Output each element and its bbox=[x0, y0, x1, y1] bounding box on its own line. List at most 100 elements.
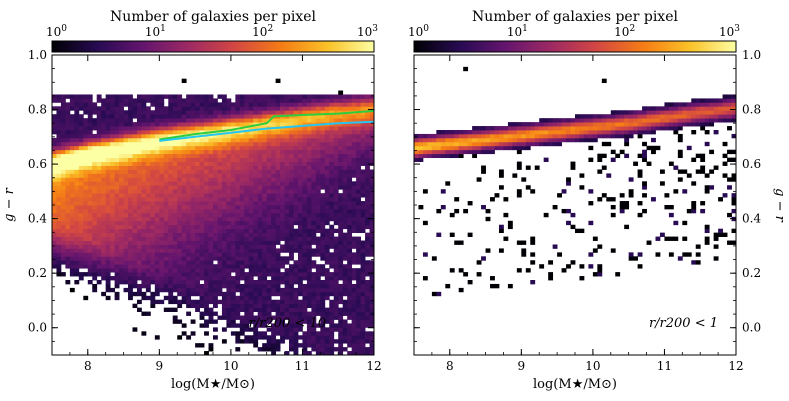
heatmap-cell bbox=[199, 145, 205, 151]
heatmap-cell bbox=[213, 232, 218, 237]
heatmap-cell bbox=[293, 193, 299, 198]
heatmap-cell bbox=[320, 161, 326, 166]
heatmap-cell bbox=[275, 157, 281, 162]
heatmap-cell bbox=[145, 311, 151, 316]
heatmap-cell bbox=[230, 122, 236, 127]
heatmap-cell bbox=[168, 173, 174, 178]
heatmap-cell bbox=[727, 110, 732, 115]
heatmap-cell bbox=[221, 165, 227, 170]
heatmap-cell bbox=[199, 173, 205, 178]
heatmap-cell bbox=[575, 122, 580, 127]
heatmap-cell bbox=[168, 232, 174, 237]
heatmap-cell bbox=[516, 126, 522, 131]
heatmap-cell bbox=[132, 212, 138, 218]
heatmap-cell bbox=[168, 153, 174, 159]
heatmap-cell bbox=[199, 98, 205, 103]
heatmap-cell bbox=[257, 291, 263, 297]
heatmap-cell bbox=[597, 114, 603, 119]
heatmap-cell bbox=[217, 165, 223, 170]
heatmap-cell bbox=[114, 130, 120, 135]
heatmap-cell bbox=[302, 248, 308, 253]
heatmap-cell bbox=[65, 141, 71, 147]
heatmap-cell bbox=[141, 272, 147, 277]
heatmap-cell bbox=[150, 220, 156, 226]
heatmap-cell bbox=[333, 323, 339, 328]
heatmap-cell bbox=[186, 276, 192, 281]
heatmap-cell bbox=[230, 161, 236, 166]
heatmap-cell bbox=[454, 130, 460, 135]
heatmap-cell bbox=[293, 94, 299, 99]
heatmap-cell bbox=[96, 189, 102, 194]
heatmap-cell bbox=[177, 220, 183, 226]
heatmap-cell bbox=[306, 130, 312, 135]
heatmap-cell bbox=[324, 110, 330, 115]
heatmap-cell bbox=[333, 157, 339, 162]
heatmap-cell bbox=[275, 224, 281, 230]
heatmap-cell bbox=[168, 268, 174, 273]
heatmap-cell bbox=[642, 110, 647, 115]
heatmap-cell bbox=[431, 141, 437, 147]
heatmap-cell bbox=[177, 283, 183, 289]
heatmap-cell bbox=[342, 264, 348, 269]
heatmap-cell bbox=[271, 177, 277, 182]
heatmap-cell bbox=[248, 114, 254, 119]
heatmap-cell bbox=[150, 118, 156, 123]
heatmap-cell bbox=[154, 268, 160, 273]
heatmap-cell bbox=[302, 185, 308, 190]
heatmap-cell bbox=[369, 232, 374, 237]
heatmap-cell bbox=[266, 272, 272, 277]
y-tick-label: 0.0 bbox=[28, 321, 47, 335]
heatmap-cell bbox=[56, 110, 62, 115]
heatmap-cell bbox=[262, 280, 268, 285]
heatmap-cell bbox=[244, 287, 250, 293]
heatmap-cell bbox=[217, 220, 223, 226]
heatmap-cell bbox=[239, 197, 245, 202]
heatmap-cell bbox=[365, 181, 370, 186]
heatmap-cell bbox=[114, 201, 120, 206]
heatmap-cell bbox=[646, 122, 652, 127]
heatmap-cell bbox=[150, 303, 156, 309]
heatmap-cell bbox=[110, 169, 116, 174]
heatmap-cell bbox=[186, 94, 192, 99]
heatmap-cell bbox=[342, 189, 348, 194]
heatmap-cell bbox=[342, 311, 348, 316]
heatmap-cell bbox=[128, 94, 133, 99]
heatmap-cell bbox=[186, 153, 192, 159]
heatmap-cell bbox=[356, 331, 361, 336]
heatmap-cell bbox=[83, 157, 89, 162]
heatmap-cell bbox=[338, 165, 344, 170]
heatmap-cell bbox=[284, 327, 290, 332]
heatmap-cell bbox=[154, 106, 160, 111]
heatmap-cell bbox=[266, 283, 272, 289]
heatmap-cell bbox=[141, 248, 147, 253]
heatmap-cell bbox=[329, 319, 335, 324]
heatmap-cell bbox=[691, 98, 697, 103]
heatmap-cell bbox=[347, 236, 353, 241]
heatmap-cell bbox=[548, 130, 554, 135]
heatmap-cell bbox=[673, 220, 679, 226]
heatmap-cell bbox=[244, 181, 250, 186]
heatmap-cell bbox=[691, 114, 697, 119]
heatmap-cell bbox=[65, 280, 71, 285]
heatmap-cell bbox=[52, 181, 57, 186]
heatmap-cell bbox=[458, 141, 464, 147]
heatmap-cell bbox=[320, 137, 326, 143]
heatmap-cell bbox=[476, 177, 482, 182]
heatmap-cell bbox=[128, 224, 133, 230]
heatmap-cell bbox=[123, 118, 129, 123]
heatmap-cell bbox=[356, 177, 361, 182]
heatmap-cell bbox=[280, 118, 285, 123]
heatmap-cell bbox=[539, 141, 545, 147]
heatmap-cell bbox=[329, 133, 335, 139]
heatmap-cell bbox=[114, 193, 120, 198]
heatmap-cell bbox=[172, 110, 178, 115]
heatmap-cell bbox=[204, 220, 209, 226]
heatmap-cell bbox=[342, 141, 348, 147]
heatmap-cell bbox=[311, 287, 317, 293]
heatmap-cell bbox=[297, 193, 303, 198]
heatmap-cell bbox=[123, 157, 129, 162]
heatmap-cell bbox=[150, 252, 156, 257]
heatmap-cell bbox=[704, 114, 710, 119]
heatmap-cell bbox=[266, 133, 272, 139]
heatmap-cell bbox=[324, 94, 330, 99]
